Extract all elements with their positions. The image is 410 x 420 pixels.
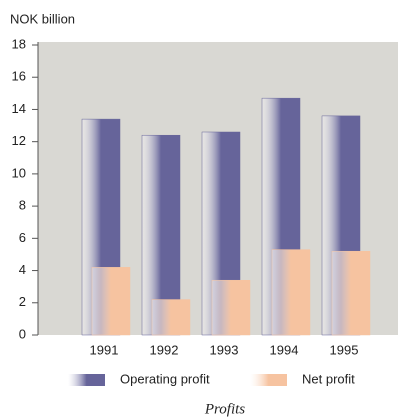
y-tick-label: 14: [12, 101, 26, 116]
legend-swatch: [68, 374, 105, 386]
bar: [271, 249, 311, 336]
bar: [331, 250, 371, 336]
y-tick-label: 8: [19, 198, 26, 213]
legend-swatch: [250, 374, 287, 386]
y-tick-label: 0: [19, 326, 26, 341]
x-tick-label: 1993: [210, 342, 239, 357]
x-tick-label: 1994: [270, 342, 299, 357]
chart-title: Profits: [204, 401, 245, 417]
x-tick-label: 1991: [90, 342, 119, 357]
bar: [211, 279, 251, 336]
x-tick-label: 1995: [330, 342, 359, 357]
y-tick-label: 6: [19, 230, 26, 245]
legend-label: Operating profit: [120, 371, 210, 386]
y-tick-label: 12: [12, 133, 26, 148]
y-tick-label: 2: [19, 294, 26, 309]
bar: [151, 299, 191, 336]
y-tick-label: 4: [19, 262, 26, 277]
y-tick-label: 10: [12, 165, 26, 180]
y-tick-label: 16: [12, 69, 26, 84]
legend-label: Net profit: [302, 371, 355, 386]
y-tick-label: 18: [12, 36, 26, 51]
bar: [91, 267, 131, 336]
x-tick-label: 1992: [150, 342, 179, 357]
y-axis-label: NOK billion: [10, 11, 75, 26]
